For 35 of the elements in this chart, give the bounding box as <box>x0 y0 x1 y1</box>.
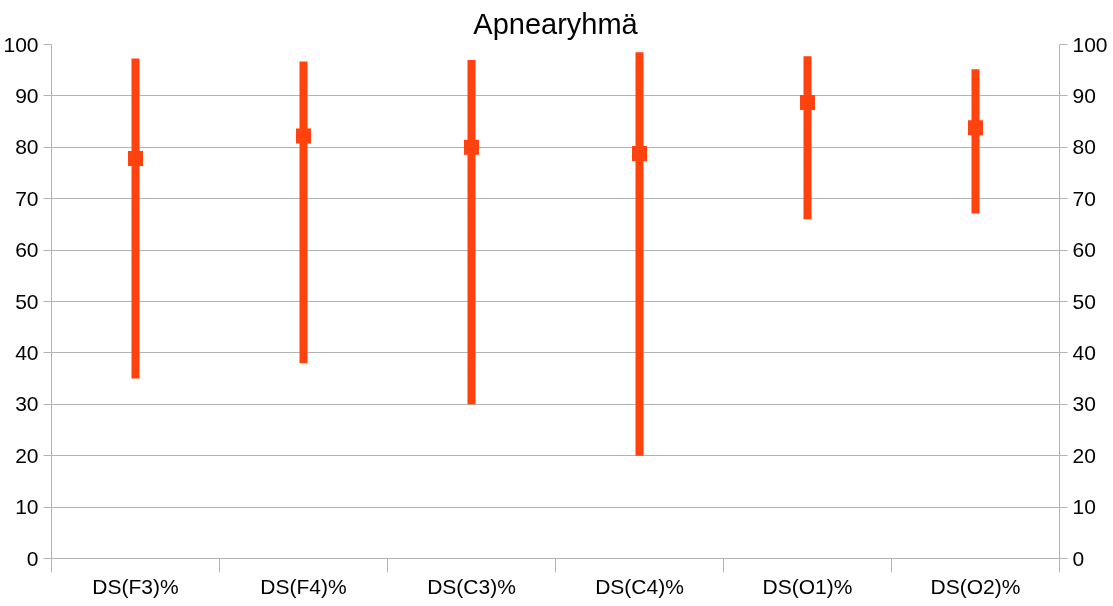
y2-tick-label: 20 <box>1072 443 1096 467</box>
y2-tick-label: 70 <box>1072 186 1096 210</box>
y2-tick-label: 10 <box>1072 495 1096 519</box>
y-tick-label: 0 <box>26 546 39 570</box>
y-tick-label: 10 <box>15 495 39 519</box>
y-tick-label: 70 <box>15 186 39 210</box>
x-tick-label: DS(C4)% <box>595 574 684 598</box>
y-tick-label: 90 <box>15 83 39 107</box>
y-tick-label: 20 <box>15 443 39 467</box>
y-tick-label: 30 <box>15 392 39 416</box>
y2-tick-label: 50 <box>1072 289 1096 313</box>
point <box>632 145 647 161</box>
x-tick-label: DS(F4)% <box>260 574 347 598</box>
x-tick-label: DS(O1)% <box>762 574 853 598</box>
y2-tick-label: 60 <box>1072 238 1096 262</box>
x-tick-label: DS(C3)% <box>427 574 516 598</box>
y2-tick-label: 80 <box>1072 135 1096 159</box>
y2-tick-label: 90 <box>1072 83 1096 107</box>
point <box>968 120 983 136</box>
point <box>464 139 479 155</box>
point <box>128 151 143 167</box>
y-tick-label: 50 <box>15 289 39 313</box>
y-tick-label: 100 <box>3 32 39 56</box>
chart-title: Apnearyhmä <box>473 7 639 40</box>
y2-tick-label: 40 <box>1072 340 1096 364</box>
x-tick-label: DS(F3)% <box>92 574 179 598</box>
y2-tick-label: 30 <box>1072 392 1096 416</box>
point <box>800 95 815 111</box>
y-tick-label: 60 <box>15 238 39 262</box>
y2-tick-label: 100 <box>1072 32 1108 56</box>
point <box>296 128 311 144</box>
y-tick-label: 40 <box>15 340 39 364</box>
y-tick-label: 80 <box>15 135 39 159</box>
x-tick-label: DS(O2)% <box>930 574 1021 598</box>
y2-tick-label: 0 <box>1072 546 1085 570</box>
